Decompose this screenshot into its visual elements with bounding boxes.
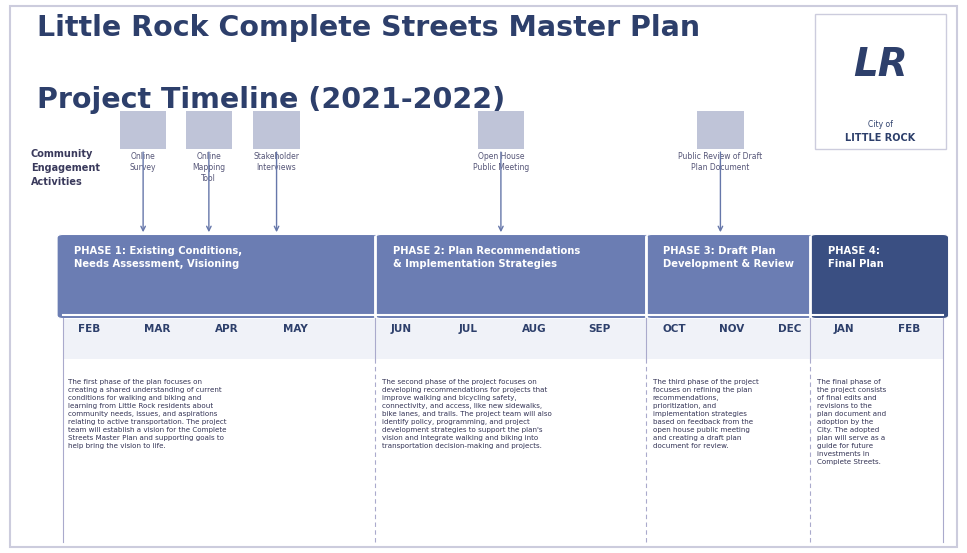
Bar (63, 318, 943, 359)
Text: Community
Engagement
Activities: Community Engagement Activities (31, 149, 100, 186)
Text: PHASE 3: Draft Plan
Development & Review: PHASE 3: Draft Plan Development & Review (663, 246, 794, 269)
Text: JUL: JUL (458, 324, 478, 333)
Text: JUN: JUN (391, 324, 412, 333)
FancyBboxPatch shape (57, 234, 378, 319)
FancyBboxPatch shape (810, 234, 949, 319)
Text: NOV: NOV (719, 324, 745, 333)
Bar (186, 111, 232, 149)
Text: The third phase of the project
focuses on refining the plan
recommendations,
pri: The third phase of the project focuses o… (653, 379, 758, 449)
FancyBboxPatch shape (375, 234, 649, 319)
Text: The second phase of the project focuses on
developing recommendations for projec: The second phase of the project focuses … (382, 379, 552, 449)
Text: LITTLE ROCK: LITTLE ROCK (845, 133, 916, 143)
Text: PHASE 1: Existing Conditions,
Needs Assessment, Visioning: PHASE 1: Existing Conditions, Needs Asse… (74, 246, 243, 269)
Text: SEP: SEP (588, 324, 611, 333)
Text: APR: APR (215, 324, 238, 333)
Text: OCT: OCT (662, 324, 686, 333)
Text: FEB: FEB (77, 324, 101, 333)
Text: PHASE 4:
Final Plan: PHASE 4: Final Plan (828, 246, 884, 269)
Text: MAR: MAR (144, 324, 171, 333)
Text: City of: City of (868, 121, 893, 129)
Text: Little Rock Complete Streets Master Plan: Little Rock Complete Streets Master Plan (37, 14, 700, 42)
Text: Project Timeline (2021-2022): Project Timeline (2021-2022) (37, 86, 505, 114)
Text: MAY: MAY (282, 324, 308, 333)
FancyBboxPatch shape (646, 234, 813, 319)
Text: DEC: DEC (778, 324, 802, 333)
Bar (815, 14, 946, 149)
Text: Online
Survey: Online Survey (130, 152, 157, 172)
Text: Public Review of Draft
Plan Document: Public Review of Draft Plan Document (678, 152, 763, 172)
Text: FEB: FEB (897, 324, 921, 333)
Bar (253, 111, 300, 149)
Bar (120, 111, 166, 149)
Text: The first phase of the plan focuses on
creating a shared understanding of curren: The first phase of the plan focuses on c… (68, 379, 226, 449)
Text: Open House
Public Meeting: Open House Public Meeting (473, 152, 529, 172)
Bar (478, 111, 524, 149)
Text: LR: LR (853, 46, 908, 84)
Text: AUG: AUG (521, 324, 546, 333)
Text: The final phase of
the project consists
of final edits and
revisions to the
plan: The final phase of the project consists … (817, 379, 887, 465)
Text: PHASE 2: Plan Recommendations
& Implementation Strategies: PHASE 2: Plan Recommendations & Implemen… (393, 246, 580, 269)
Text: JAN: JAN (834, 324, 855, 333)
Text: Stakeholder
Interviews: Stakeholder Interviews (253, 152, 300, 172)
Bar (697, 111, 744, 149)
Text: Online
Mapping
Tool: Online Mapping Tool (192, 152, 225, 182)
